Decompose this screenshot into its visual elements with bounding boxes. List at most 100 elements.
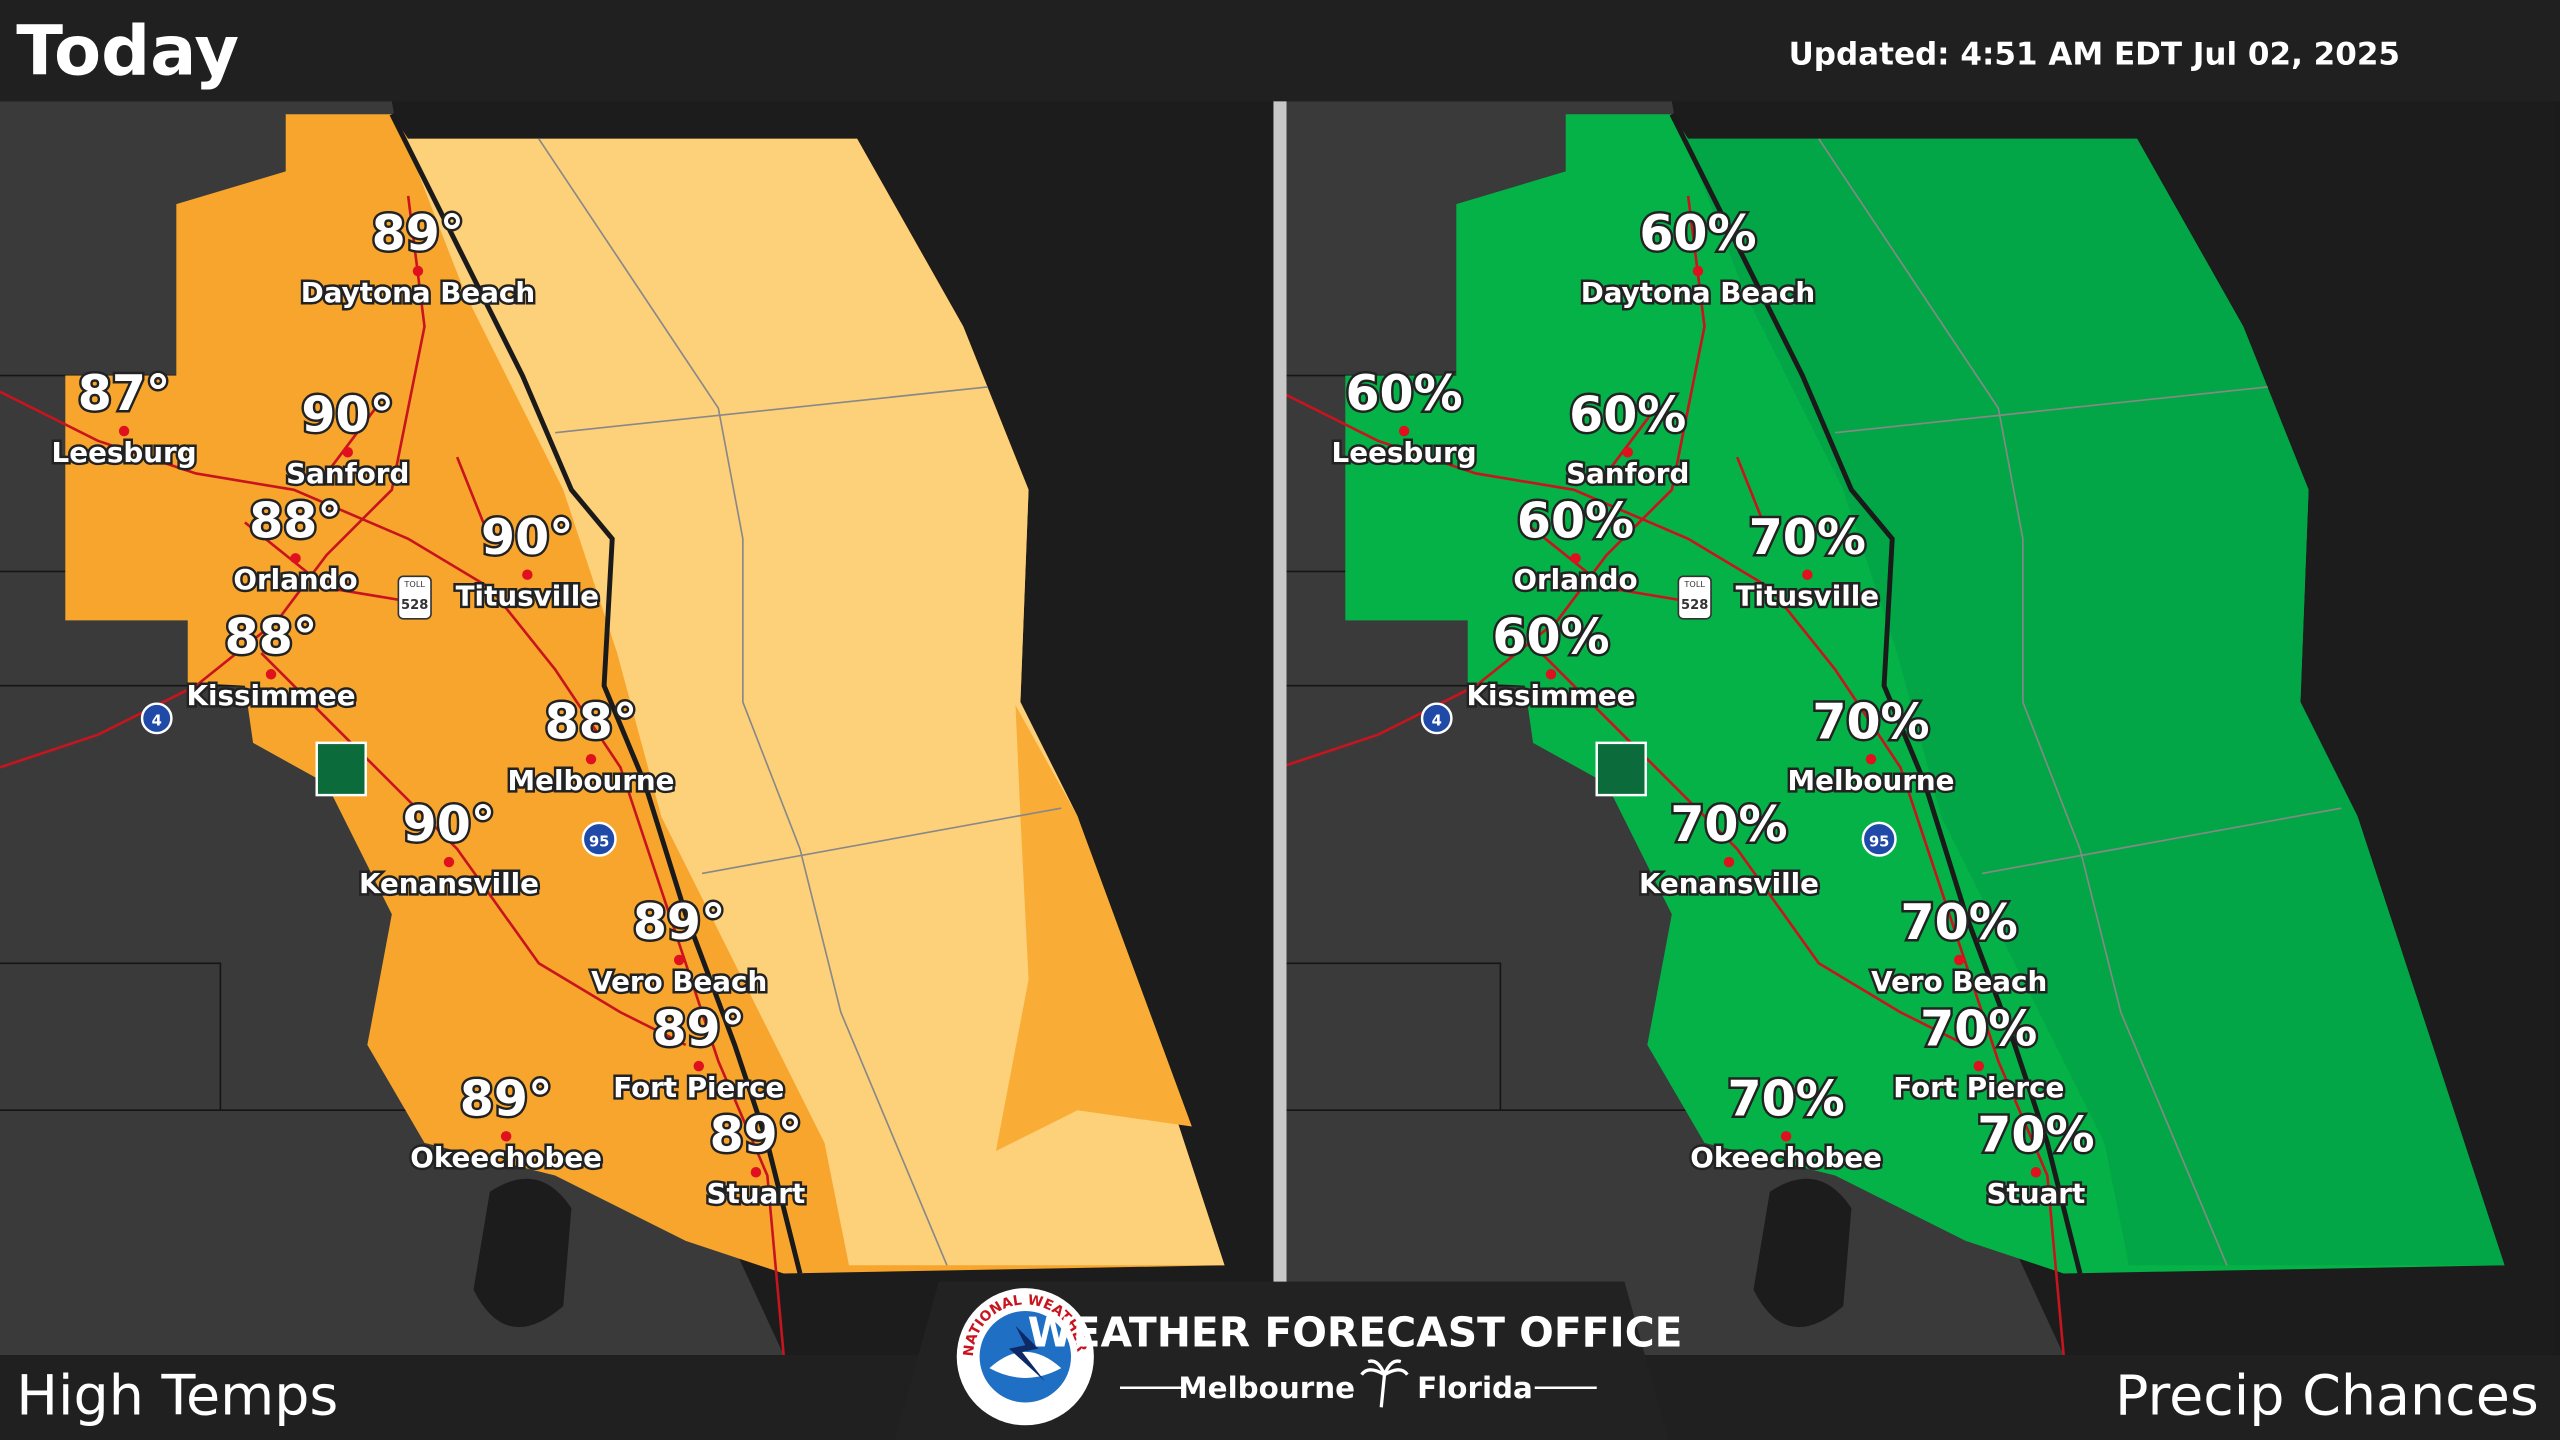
city-dot bbox=[673, 954, 685, 966]
title: Today bbox=[16, 12, 239, 92]
turnpike-sign bbox=[315, 741, 367, 797]
city-dot bbox=[1723, 856, 1735, 868]
zone-marine bbox=[1684, 138, 2505, 1266]
city-dot bbox=[500, 1131, 512, 1142]
marine-lines bbox=[538, 138, 1062, 1266]
city-dot bbox=[750, 1167, 762, 1178]
coastline bbox=[389, 113, 803, 1275]
updated: Updated: 4:51 AM EDT Jul 02, 2025 bbox=[1789, 37, 2400, 73]
city-name: Orlando bbox=[233, 563, 357, 596]
right-label: Precip Chances bbox=[2115, 1363, 2539, 1428]
toll-num: 528 bbox=[1681, 598, 1708, 613]
toll-top: TOLL bbox=[1683, 579, 1705, 589]
city-name: Vero Beach bbox=[591, 965, 767, 998]
city-name: Kenansville bbox=[1639, 867, 1819, 900]
city-value: 70% bbox=[1901, 894, 2018, 951]
city-name: Stuart bbox=[1987, 1177, 2086, 1210]
city-value: 89° bbox=[710, 1106, 803, 1163]
city-name: Melbourne bbox=[508, 764, 675, 797]
toll-top: TOLL bbox=[403, 579, 425, 589]
coastline bbox=[1669, 113, 2083, 1275]
palm bbox=[1360, 1359, 1409, 1408]
turnpike-sign bbox=[1595, 741, 1647, 797]
city-value: 90° bbox=[403, 796, 496, 853]
office-city: Melbourne bbox=[1178, 1371, 1355, 1405]
city-name: Sanford bbox=[286, 457, 409, 490]
city-value: 88° bbox=[249, 493, 342, 550]
city-name: Leesburg bbox=[52, 436, 197, 469]
city-value: 60% bbox=[1345, 365, 1462, 422]
city-dot bbox=[1802, 569, 1813, 580]
city-dot bbox=[118, 425, 130, 437]
city-value: 89° bbox=[460, 1071, 553, 1128]
city-name: Fort Pierce bbox=[613, 1071, 784, 1104]
i95-label: 95 bbox=[1869, 833, 1889, 850]
city-name: Kissimmee bbox=[186, 679, 355, 712]
city-dot bbox=[443, 856, 455, 868]
city-dot bbox=[585, 753, 597, 765]
city-value: 90° bbox=[481, 509, 574, 566]
toll-shield bbox=[1677, 575, 1712, 620]
city-dot bbox=[265, 669, 277, 680]
city-dot bbox=[1692, 265, 1704, 277]
city-name: Titusville bbox=[456, 580, 599, 613]
city-name: Okeechobee bbox=[410, 1141, 602, 1174]
city-value: 70% bbox=[1920, 1000, 2037, 1057]
city-name: Titusville bbox=[1736, 580, 1879, 613]
city-name: Melbourne bbox=[1788, 764, 1955, 797]
city-name: Okeechobee bbox=[1690, 1141, 1882, 1174]
city-name: Orlando bbox=[1513, 563, 1637, 596]
city-value: 89° bbox=[633, 894, 726, 951]
city-dot bbox=[1570, 553, 1581, 564]
city-name: Daytona Beach bbox=[1581, 276, 1815, 309]
city-name: Sanford bbox=[1566, 457, 1689, 490]
city-value: 89° bbox=[652, 1000, 745, 1057]
i4-shield bbox=[1420, 702, 1453, 735]
city-dot bbox=[290, 553, 301, 564]
roads bbox=[0, 195, 785, 1356]
city-dot bbox=[693, 1060, 704, 1072]
city-dot bbox=[1780, 1131, 1792, 1142]
city-value: 88° bbox=[225, 608, 318, 665]
i4-shield bbox=[140, 702, 173, 735]
city-dot bbox=[2030, 1167, 2042, 1178]
map-panel: 4 95 TOLL 528 89° Daytona Beach 87° Leesburg 90°… bbox=[0, 101, 1274, 1356]
city-dot bbox=[412, 265, 424, 277]
city-value: 87° bbox=[78, 365, 171, 422]
roads bbox=[1286, 195, 2065, 1356]
zone-outer bbox=[995, 705, 1192, 1152]
i95-label: 95 bbox=[589, 833, 609, 850]
i4-label: 4 bbox=[1432, 713, 1442, 730]
zone-marine bbox=[404, 138, 1225, 1266]
city-dot bbox=[1973, 1060, 1984, 1072]
city-value: 60% bbox=[1517, 493, 1634, 550]
city-value: 89° bbox=[372, 205, 465, 262]
city-value: 60% bbox=[1639, 205, 1756, 262]
city-name: Stuart bbox=[707, 1177, 806, 1210]
footer-badge bbox=[894, 1281, 1669, 1440]
city-dot bbox=[522, 569, 533, 580]
office: WEATHER FORECAST OFFICE bbox=[1028, 1309, 1683, 1357]
map-layers: 4 95 TOLL 528 89° Daytona Beach 87° Leesburg 90°… bbox=[0, 101, 1274, 1356]
city-value: 90° bbox=[301, 386, 394, 443]
divider bbox=[1273, 101, 1287, 1359]
city-name: Fort Pierce bbox=[1893, 1071, 2064, 1104]
city-name: Daytona Beach bbox=[301, 276, 535, 309]
city-dot bbox=[1865, 753, 1877, 765]
lake bbox=[473, 1178, 572, 1328]
city-dot bbox=[1545, 669, 1557, 680]
city-dot bbox=[342, 447, 353, 458]
header-bar bbox=[0, 0, 2560, 102]
city-name: Kissimmee bbox=[1466, 679, 1635, 712]
city-value: 70% bbox=[1749, 509, 1866, 566]
city-value: 60% bbox=[1569, 386, 1686, 443]
marine-lines bbox=[1818, 138, 2342, 1266]
map-panel: 4 95 TOLL 528 60% Daytona Beach 60% Leesburg 60%… bbox=[1286, 101, 2554, 1356]
i95-shield bbox=[1861, 821, 1897, 857]
city-name: Vero Beach bbox=[1871, 965, 2047, 998]
city-value: 70% bbox=[1670, 796, 1787, 853]
city-name: Leesburg bbox=[1332, 436, 1477, 469]
city-value: 60% bbox=[1492, 608, 1609, 665]
lake bbox=[1753, 1178, 1852, 1328]
